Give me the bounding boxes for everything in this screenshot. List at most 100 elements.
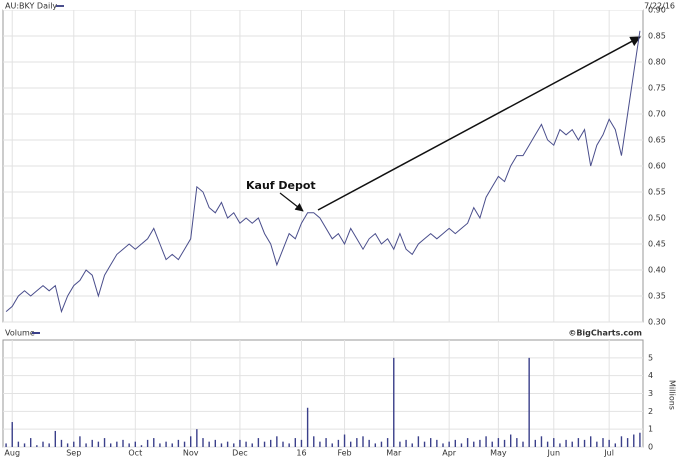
y-tick-label: 0.35 <box>648 292 666 301</box>
volume-bar <box>516 438 518 447</box>
volume-bar <box>109 443 112 447</box>
y-tick-label: 4 <box>648 371 653 380</box>
volume-bar <box>103 438 106 447</box>
volume-bar <box>165 441 167 447</box>
x-tick-label: Jul <box>603 449 614 458</box>
volume-bar <box>479 439 481 447</box>
volume-bar <box>325 438 327 447</box>
x-tick-label: 16 <box>296 449 306 458</box>
volume-bar <box>466 438 469 447</box>
volume-bar <box>66 443 69 447</box>
volume-bar <box>343 434 346 447</box>
volume-bar <box>257 438 260 447</box>
volume-bar <box>583 439 586 447</box>
volume-bar <box>589 436 592 447</box>
y-tick-label: 0.65 <box>648 136 666 145</box>
volume-bar <box>356 438 358 447</box>
volume-bar <box>319 441 321 447</box>
trend-arrow <box>317 36 641 211</box>
volume-bar <box>577 438 580 447</box>
x-tick-label: Feb <box>337 449 351 458</box>
volume-bar <box>91 439 93 447</box>
volume-bar <box>534 439 537 447</box>
volume-bar <box>596 441 598 447</box>
volume-bar <box>11 422 13 447</box>
y-tick-label: 0.75 <box>648 84 666 93</box>
volume-bar <box>608 439 610 447</box>
volume-bar <box>300 439 303 447</box>
volume-bar <box>177 439 180 447</box>
volume-bar <box>503 439 506 447</box>
volume-bar <box>448 441 450 447</box>
volume-bar <box>85 443 87 447</box>
volume-bar <box>226 441 229 447</box>
y-tick-label: 0.50 <box>648 214 666 223</box>
y-tick-label: 0.40 <box>648 266 666 275</box>
y-tick-label: 5 <box>648 353 653 362</box>
volume-bar <box>553 438 555 447</box>
volume-bar <box>442 443 444 447</box>
source: ©BigCharts.com <box>568 329 642 338</box>
volume-bar <box>429 438 432 447</box>
volume-bar <box>546 441 549 447</box>
y-tick-label: 0.80 <box>648 58 666 67</box>
y-tick-label: 0.90 <box>648 6 666 15</box>
y-axis-label: Millions <box>668 380 677 410</box>
volume-bar <box>522 441 524 447</box>
volume-bar <box>128 443 130 447</box>
volume-bar <box>306 407 309 447</box>
volume-bar <box>386 438 389 447</box>
volume-bar <box>405 439 407 447</box>
volume-bar <box>602 438 604 447</box>
volume-bar <box>411 443 413 447</box>
x-tick-label: Apr <box>442 449 457 458</box>
volume-bar <box>214 439 217 447</box>
volume-bar <box>620 436 623 447</box>
volume-bar <box>380 441 383 447</box>
x-tick-label: Sep <box>66 449 81 458</box>
volume-bar <box>417 436 420 447</box>
y-tick-label: 0 <box>648 443 653 452</box>
volume-bar <box>626 438 629 447</box>
volume-bar <box>269 439 272 447</box>
volume-bar <box>29 438 32 447</box>
volume-bar <box>171 443 173 447</box>
volume-bar <box>196 429 198 447</box>
volume-bar <box>473 441 475 447</box>
volume-bar <box>5 443 7 447</box>
volume-bar <box>54 430 57 447</box>
date-label: 7/22/16 <box>644 2 675 11</box>
volume-bar <box>485 436 487 447</box>
volume-bar <box>116 441 118 447</box>
volume-bar <box>331 443 333 447</box>
volume-bar <box>189 436 192 447</box>
y-tick-label: 1 <box>648 425 653 434</box>
volume-bar <box>276 436 278 447</box>
volume-bar <box>97 441 100 447</box>
volume-bar <box>540 436 543 447</box>
volume-bar <box>245 441 247 447</box>
volume-bar <box>368 439 370 447</box>
volume-bar <box>337 439 340 447</box>
volume-bar <box>79 436 81 447</box>
volume-bar <box>60 439 63 447</box>
volume-bar <box>454 439 457 447</box>
y-tick-label: 0.30 <box>648 318 666 327</box>
volume-bar <box>423 441 426 447</box>
volume-bar <box>614 443 617 447</box>
volume-bar <box>491 441 493 447</box>
y-tick-label: 0.70 <box>648 110 666 119</box>
volume-bar <box>313 436 315 447</box>
y-tick-label: 0.45 <box>648 240 666 249</box>
y-tick-label: 0.60 <box>648 162 666 171</box>
volume-bar <box>288 443 290 447</box>
volume-bar <box>17 441 20 447</box>
volume-bar <box>183 441 186 447</box>
x-tick-label: Oct <box>128 449 142 458</box>
x-tick-label: Jun <box>547 449 561 458</box>
volume-bar <box>349 441 352 447</box>
volume-bar <box>565 439 567 447</box>
y-tick-label: 0.85 <box>648 32 666 41</box>
volume-bar <box>282 441 284 447</box>
